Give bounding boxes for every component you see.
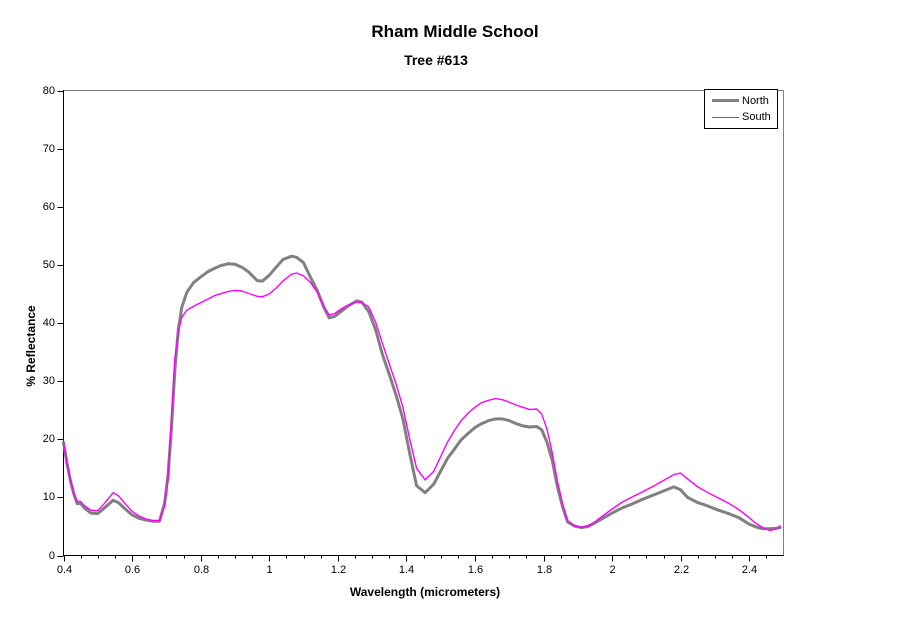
series-line-north: [62, 254, 782, 531]
plot-border: [63, 90, 784, 556]
x-tick-label: 0.4: [56, 564, 73, 576]
x-tick-label: 2.4: [741, 564, 758, 576]
x-tick-label: 2.2: [673, 564, 690, 576]
y-tick-label: 20: [42, 432, 55, 445]
x-tick-label: 1.6: [467, 564, 484, 576]
y-tick-label: 30: [42, 374, 55, 387]
south-line-swatch: [712, 116, 739, 118]
x-tick-label: 1.2: [330, 564, 347, 576]
y-tick-label: 40: [42, 316, 55, 329]
y-tick-label: 70: [42, 142, 55, 155]
x-axis-title: Wavelength (micrometers): [349, 585, 501, 599]
y-tick-label: 0: [48, 549, 55, 562]
y-tick-label: 60: [42, 200, 55, 213]
y-tick-label: 10: [42, 490, 55, 503]
legend-item-south: South: [705, 111, 777, 123]
x-tick-label: 0.6: [124, 564, 141, 576]
legend-label-north: North: [742, 94, 769, 107]
y-tick-label: 50: [42, 258, 55, 271]
chart-subtitle: Tree #613: [404, 52, 468, 68]
x-tick-label: 0.8: [193, 564, 210, 576]
x-tick-label: 2: [609, 564, 616, 576]
series-line-south: [62, 272, 781, 532]
x-tick-label: 1.4: [398, 564, 415, 576]
legend-item-north: North: [705, 95, 777, 107]
x-tick-label: 1: [266, 564, 273, 576]
legend: North South: [704, 89, 778, 129]
north-line-swatch: [712, 99, 739, 103]
x-tick-label: 1.8: [536, 564, 553, 576]
y-tick-label: 80: [42, 84, 55, 97]
legend-label-south: South: [742, 111, 771, 124]
chart-title: Rham Middle School: [371, 22, 539, 41]
